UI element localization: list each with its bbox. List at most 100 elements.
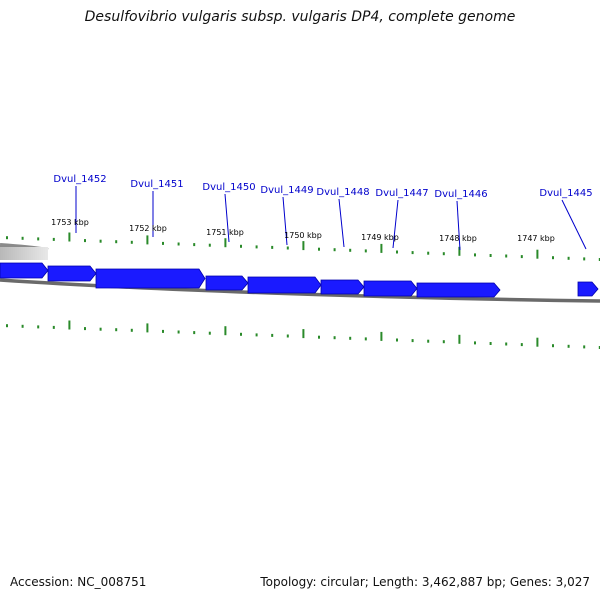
minor-tick	[37, 325, 40, 329]
gene-label[interactable]: Dvul_1449	[260, 185, 313, 196]
major-tick	[458, 334, 461, 344]
minor-tick	[427, 339, 430, 343]
minor-tick	[115, 328, 118, 332]
gene-arrow[interactable]	[0, 262, 49, 279]
major-tick	[458, 246, 461, 256]
minor-tick	[21, 324, 24, 328]
minor-tick	[130, 328, 133, 332]
minor-tick	[567, 344, 570, 348]
minor-tick	[505, 342, 508, 346]
major-tick	[380, 331, 383, 341]
minor-tick	[396, 338, 398, 342]
gene-arrow[interactable]	[363, 280, 418, 297]
minor-tick	[115, 240, 118, 244]
gene-label[interactable]: Dvul_1446	[434, 189, 487, 200]
minor-tick	[286, 246, 289, 250]
major-tick	[302, 329, 305, 339]
minor-tick	[37, 237, 40, 241]
gene-label[interactable]: Dvul_1447	[375, 188, 428, 199]
minor-tick	[489, 342, 492, 345]
minor-tick	[442, 252, 445, 256]
gene-arrow[interactable]	[416, 282, 501, 298]
minor-tick	[84, 327, 86, 331]
accession-text: Accession: NC_008751	[10, 575, 147, 589]
minor-tick	[364, 249, 367, 253]
kbp-labels: 1753 kbp 1752 kbp 1751 kbp 1750 kbp 1749 kbp…	[51, 218, 555, 243]
gene-arrow[interactable]	[95, 268, 206, 289]
gene-label[interactable]: Dvul_1450	[202, 182, 255, 193]
minor-tick	[255, 245, 258, 249]
gene-label-leader	[392, 199, 399, 249]
minor-tick	[286, 334, 289, 338]
minor-tick	[99, 239, 102, 243]
kbp-label: 1751 kbp	[206, 228, 244, 237]
minor-tick	[333, 248, 336, 252]
minor-tick	[567, 256, 570, 260]
major-tick	[146, 323, 149, 333]
gene-arrow[interactable]	[247, 276, 322, 294]
gene-arrow[interactable]	[320, 279, 365, 295]
major-tick	[302, 241, 305, 251]
minor-tick	[583, 257, 586, 261]
minor-tick	[162, 241, 164, 245]
minor-tick	[208, 243, 211, 247]
minor-tick	[52, 325, 55, 329]
gene-label[interactable]: Dvul_1448	[316, 187, 369, 198]
minor-tick	[552, 256, 554, 260]
major-tick	[224, 238, 227, 248]
gene-arrow[interactable]	[205, 275, 249, 291]
gene-labels: Dvul_1452 Dvul_1451 Dvul_1450 Dvul_1449 Dvul…	[53, 174, 593, 251]
kbp-label: 1752 kbp	[129, 224, 167, 233]
major-tick	[146, 235, 149, 245]
minor-tick	[162, 329, 164, 333]
minor-tick	[21, 236, 24, 240]
minor-tick	[552, 344, 554, 348]
minor-tick	[52, 237, 55, 241]
minor-tick	[99, 327, 102, 331]
minor-tick	[427, 251, 430, 255]
minor-tick	[130, 240, 133, 244]
major-tick	[380, 243, 383, 253]
minor-tick	[349, 248, 352, 252]
minor-tick	[271, 245, 274, 249]
minor-tick	[6, 236, 8, 240]
minor-tick	[411, 251, 414, 255]
major-tick	[536, 337, 539, 347]
minor-tick	[349, 336, 352, 340]
minor-tick	[240, 332, 242, 336]
minor-tick	[193, 331, 196, 335]
kbp-label: 1749 kbp	[361, 233, 399, 242]
kbp-label: 1747 kbp	[517, 234, 555, 243]
scale-ticks-upper	[6, 232, 600, 261]
minor-tick	[318, 335, 320, 339]
major-tick	[68, 320, 71, 330]
minor-tick	[177, 330, 180, 334]
minor-tick	[193, 243, 196, 247]
major-tick	[536, 249, 539, 259]
gene-arrow[interactable]	[577, 281, 599, 297]
minor-tick	[489, 254, 492, 257]
gene-arrow[interactable]	[47, 265, 97, 282]
minor-tick	[505, 254, 508, 258]
gene-label[interactable]: Dvul_1451	[130, 179, 183, 190]
minor-tick	[474, 341, 476, 345]
gene-label-leader	[561, 199, 587, 250]
minor-tick	[411, 339, 414, 343]
major-tick	[224, 326, 227, 336]
minor-tick	[520, 255, 523, 259]
minor-tick	[598, 346, 600, 349]
minor-tick	[177, 242, 180, 246]
kbp-label: 1753 kbp	[51, 218, 89, 227]
minor-tick	[240, 244, 242, 248]
minor-tick	[318, 247, 320, 251]
minor-tick	[84, 239, 86, 243]
kbp-label: 1750 kbp	[284, 231, 322, 240]
minor-tick	[442, 340, 445, 344]
gene-label[interactable]: Dvul_1452	[53, 174, 106, 185]
minor-tick	[271, 333, 274, 337]
major-tick	[68, 232, 71, 242]
gene-label[interactable]: Dvul_1445	[539, 188, 592, 199]
minor-tick	[520, 343, 523, 347]
minor-tick	[333, 336, 336, 340]
kbp-label: 1748 kbp	[439, 234, 477, 243]
